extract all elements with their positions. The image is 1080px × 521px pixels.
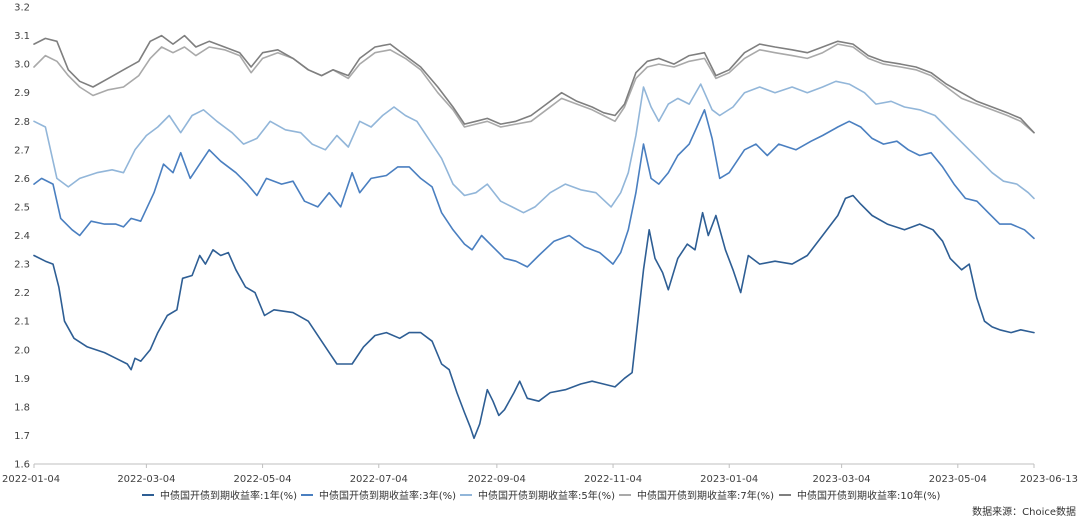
legend-swatch bbox=[779, 493, 791, 496]
legend-swatch bbox=[142, 493, 154, 496]
y-tick-label: 1.8 bbox=[14, 402, 30, 413]
series-line-1 bbox=[33, 194, 1035, 440]
x-tick-label: 2023-01-04 bbox=[700, 474, 758, 485]
line-chart: 1.6 1.7 1.8 1.9 2.0 2.1 2.2 2.3 2.4 2.5 2.6 2.7 2.8 2… bbox=[2, 3, 1078, 486]
y-tick-label: 2.6 bbox=[14, 174, 30, 185]
y-tick-label: 1.6 bbox=[14, 460, 30, 471]
y-tick-label: 2.5 bbox=[14, 202, 30, 213]
y-tick-label: 2.9 bbox=[14, 88, 30, 99]
legend-item: 中债国开债到期收益率:10年(%) bbox=[779, 487, 940, 502]
y-tick-label: 2.0 bbox=[14, 345, 30, 356]
y-tick-label: 2.3 bbox=[14, 260, 30, 271]
legend-label: 中债国开债到期收益率:7年(%) bbox=[637, 491, 775, 502]
legend-label: 中债国开债到期收益率:5年(%) bbox=[478, 491, 616, 502]
y-tick-label: 1.7 bbox=[14, 431, 30, 442]
legend-swatch bbox=[460, 493, 472, 496]
series-line-5 bbox=[33, 34, 1035, 134]
axes: 1.6 1.7 1.8 1.9 2.0 2.1 2.2 2.3 2.4 2.5 2.6 2.7 2.8 2… bbox=[2, 3, 1078, 486]
x-tick-label: 2023-06-13 bbox=[1020, 474, 1078, 485]
y-tick-label: 3.0 bbox=[14, 60, 30, 71]
x-tick-label: 2022-09-04 bbox=[468, 474, 526, 485]
legend-item: 中债国开债到期收益率:5年(%) bbox=[460, 487, 615, 502]
y-tick-label: 1.9 bbox=[14, 374, 30, 385]
x-tick-label: 2022-01-04 bbox=[2, 474, 60, 485]
y-tick-label: 2.7 bbox=[14, 145, 30, 156]
y-tick-label: 3.1 bbox=[14, 31, 30, 42]
legend-swatch bbox=[301, 493, 313, 496]
legend: 中债国开债到期收益率:1年(%) 中债国开债到期收益率:3年(%) 中债国开债到期收… bbox=[0, 487, 1080, 509]
y-tick-label: 2.2 bbox=[14, 288, 30, 299]
x-tick-label: 2022-05-04 bbox=[234, 474, 292, 485]
y-tick-label: 2.8 bbox=[14, 117, 30, 128]
x-tick-label: 2022-03-04 bbox=[117, 474, 175, 485]
x-tick-label: 2022-11-04 bbox=[584, 474, 642, 485]
series-layer bbox=[33, 34, 1035, 440]
series-line-4 bbox=[33, 43, 1035, 134]
legend-label: 中债国开债到期收益率:1年(%) bbox=[160, 491, 298, 502]
data-source-note: 数据来源：Choice数据 bbox=[972, 507, 1076, 518]
legend-label: 中债国开债到期收益率:10年(%) bbox=[797, 491, 941, 502]
x-tick-label: 2022-07-04 bbox=[350, 474, 408, 485]
legend-swatch bbox=[619, 493, 631, 496]
legend-item: 中债国开债到期收益率:7年(%) bbox=[619, 487, 774, 502]
series-line-2 bbox=[33, 109, 1035, 268]
y-tick-label: 3.2 bbox=[14, 3, 30, 14]
x-tick-label: 2023-05-04 bbox=[929, 474, 987, 485]
x-tick-label: 2023-03-04 bbox=[813, 474, 871, 485]
legend-item: 中债国开债到期收益率:3年(%) bbox=[301, 487, 456, 502]
y-tick-label: 2.1 bbox=[14, 317, 30, 328]
series-line-3 bbox=[33, 80, 1035, 214]
y-tick-label: 2.4 bbox=[14, 231, 30, 242]
legend-item: 中债国开债到期收益率:1年(%) bbox=[142, 487, 297, 502]
legend-label: 中债国开债到期收益率:3年(%) bbox=[319, 491, 457, 502]
